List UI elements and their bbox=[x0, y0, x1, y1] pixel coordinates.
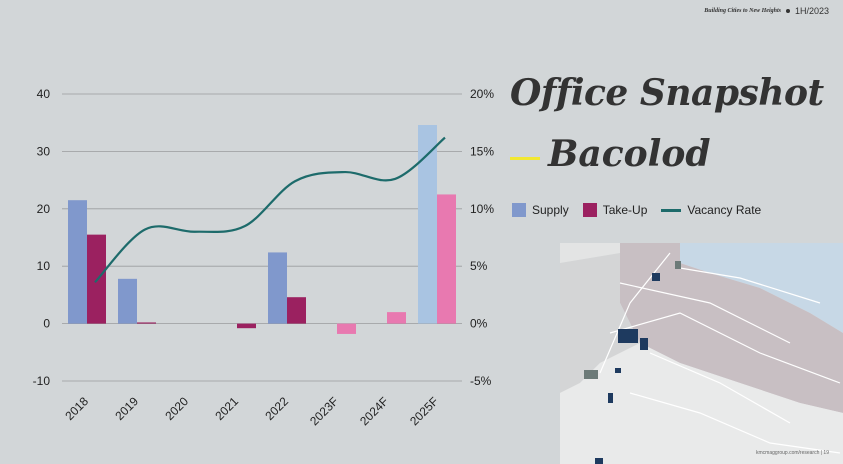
takeup-bar bbox=[237, 323, 256, 329]
x-tick-label: 2023F bbox=[307, 394, 341, 428]
y-right-tick-label: 5% bbox=[470, 259, 488, 273]
header-bar: Building Cities to New Heights 1H/2023 bbox=[704, 6, 829, 16]
takeup-bar bbox=[287, 297, 306, 324]
y-left-tick-label: 10 bbox=[37, 259, 51, 273]
legend-item-vacancy: Vacancy Rate bbox=[661, 203, 761, 217]
y-left-tick-label: 20 bbox=[37, 202, 51, 216]
x-tick-label: 2024F bbox=[357, 394, 391, 428]
x-tick-label: 2021 bbox=[212, 394, 241, 423]
office-chart: -10 0 10 20 30 40 -5% 0% 5% 10% 15% 20% 2018 2019 2020… bbox=[33, 87, 495, 428]
legend-label-vacancy: Vacancy Rate bbox=[687, 203, 762, 217]
x-tick-label: 2019 bbox=[112, 394, 141, 423]
y-right-tick-label: 15% bbox=[470, 144, 494, 158]
vacancy-rate-line bbox=[94, 136, 446, 284]
legend-label-takeup: Take-Up bbox=[602, 203, 648, 217]
y-right-tick-label: -5% bbox=[470, 374, 492, 388]
takeup-bar bbox=[387, 312, 406, 324]
chart-legend: Supply Take-Up Vacancy Rate bbox=[512, 203, 761, 217]
takeup-swatch-icon bbox=[582, 203, 597, 217]
y-left-tick-label: 30 bbox=[37, 144, 51, 158]
x-tick-label: 2025F bbox=[407, 394, 441, 428]
supply-bar bbox=[418, 124, 437, 324]
x-tick-label: 2022 bbox=[262, 394, 291, 423]
x-tick-label: 2018 bbox=[62, 394, 91, 423]
legend-item-supply: Supply bbox=[512, 203, 569, 217]
supply-bar bbox=[268, 252, 287, 324]
takeup-bar bbox=[137, 322, 156, 324]
supply-swatch-icon bbox=[512, 203, 526, 217]
supply-bar bbox=[68, 200, 87, 324]
vacancy-line-icon bbox=[661, 208, 682, 212]
accent-line bbox=[510, 157, 540, 160]
page-title: Office Snapshot bbox=[510, 72, 824, 114]
supply-bar bbox=[118, 278, 137, 324]
tagline: Building Cities to New Heights bbox=[704, 8, 781, 14]
x-tick-label: 2020 bbox=[162, 394, 191, 423]
separator-dot-icon bbox=[785, 9, 790, 13]
y-right-tick-label: 10% bbox=[470, 202, 494, 216]
page-subtitle: Bacolod bbox=[548, 133, 711, 175]
y-left-tick-label: -10 bbox=[33, 374, 51, 388]
y-right-tick-label: 20% bbox=[470, 87, 494, 101]
takeup-bar bbox=[437, 194, 456, 324]
footer-url: kmcmaggroup.com/research | 19 bbox=[756, 450, 829, 456]
y-right-tick-label: 0% bbox=[470, 317, 488, 331]
y-left-tick-label: 40 bbox=[37, 87, 51, 101]
legend-label-supply: Supply bbox=[532, 203, 569, 217]
bacolod-map bbox=[560, 243, 843, 464]
takeup-bar bbox=[337, 323, 356, 334]
y-left-tick-label: 0 bbox=[43, 317, 50, 331]
legend-item-takeup: Take-Up bbox=[582, 203, 648, 217]
period-label: 1H/2023 bbox=[794, 6, 829, 16]
